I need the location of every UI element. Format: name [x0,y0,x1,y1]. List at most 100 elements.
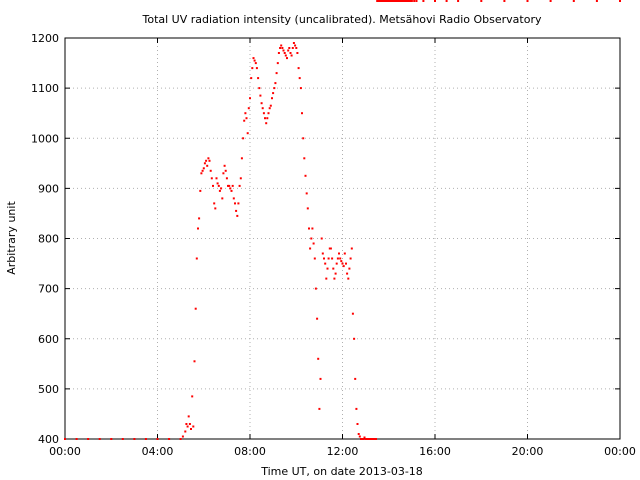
y-tick-label: 800 [38,233,59,246]
data-point [406,0,409,2]
data-point [258,87,261,90]
y-tick-label: 400 [38,433,59,446]
data-point [271,97,273,100]
data-point [394,0,397,2]
data-point [572,0,575,2]
data-point [281,47,284,49]
data-point [313,257,316,260]
data-point [395,0,398,2]
data-point [415,0,418,2]
data-point [262,112,265,115]
data-point [294,44,297,47]
data-point [354,377,357,380]
data-point [362,438,365,440]
data-point [286,57,288,60]
data-point [378,0,381,2]
data-point [203,162,206,165]
data-point [331,257,334,260]
data-point [375,438,377,440]
data-point [334,272,337,275]
data-point [144,438,147,440]
data-point [254,62,257,65]
data-point [291,47,294,49]
y-tick-label: 900 [38,182,59,195]
data-point [227,184,229,187]
data-point [335,262,338,265]
data-point [231,184,234,187]
data-point [220,187,223,190]
data-point [370,438,373,440]
data-point [366,438,369,440]
x-tick-label: 12:00 [327,445,359,458]
data-point [228,184,231,187]
x-axis-label: Time UT, on date 2013-03-18 [260,465,423,478]
data-point [326,267,329,270]
data-point [225,177,228,180]
data-point [292,42,295,44]
data-point [356,423,359,425]
data-point [223,164,226,167]
data-point [328,247,331,250]
data-point [200,172,203,175]
data-point [363,436,366,439]
data-point [422,0,425,2]
data-point [289,52,292,54]
data-point [399,0,402,2]
data-point [212,184,214,187]
data-point [199,189,202,192]
data-point [239,177,242,180]
data-point [338,252,340,255]
x-tick-label: 00:00 [49,445,81,458]
data-point [302,137,305,140]
data-point [221,197,224,200]
data-point [121,438,124,440]
data-point [218,189,221,192]
data-point [279,47,282,49]
data-point [257,77,260,80]
data-point [184,430,187,433]
data-point [133,438,136,440]
data-point [208,159,211,162]
data-point [445,0,448,2]
data-point [206,164,209,167]
data-point [75,438,78,440]
data-point [357,433,360,435]
data-point [179,438,182,440]
data-point [393,0,396,2]
data-point [217,184,220,187]
data-point [349,257,352,260]
data-point [386,0,389,2]
data-point [317,357,320,360]
data-point [402,0,405,2]
data-point [232,197,235,200]
x-axis-ticks: 00:00 04:00 08:00 12:00 16:00 20:00 00:00 [49,38,636,458]
data-point [187,415,190,418]
data-point [391,0,394,2]
data-point [216,182,219,185]
y-tick-label: 500 [38,383,59,396]
y-tick-label: 1100 [31,82,59,95]
data-point [266,117,269,120]
data-point [318,407,321,410]
data-point [64,438,66,440]
data-point [327,257,330,260]
data-point [251,67,254,70]
data-point [595,0,598,2]
data-point [255,67,258,70]
data-point [619,0,621,2]
data-point [323,257,325,260]
data-point [340,260,343,263]
data-point [385,0,388,2]
data-point [413,0,416,2]
data-point [247,107,250,110]
y-axis-ticks: 400 500 600 700 800 900 1000 1100 1200 [31,32,620,446]
data-point [188,423,191,425]
data-point [384,0,387,2]
data-point [401,0,404,2]
data-point [287,49,290,52]
data-point [312,242,315,245]
data-point [194,307,197,310]
data-point [348,267,351,270]
data-point [296,52,299,54]
data-point [403,0,406,2]
